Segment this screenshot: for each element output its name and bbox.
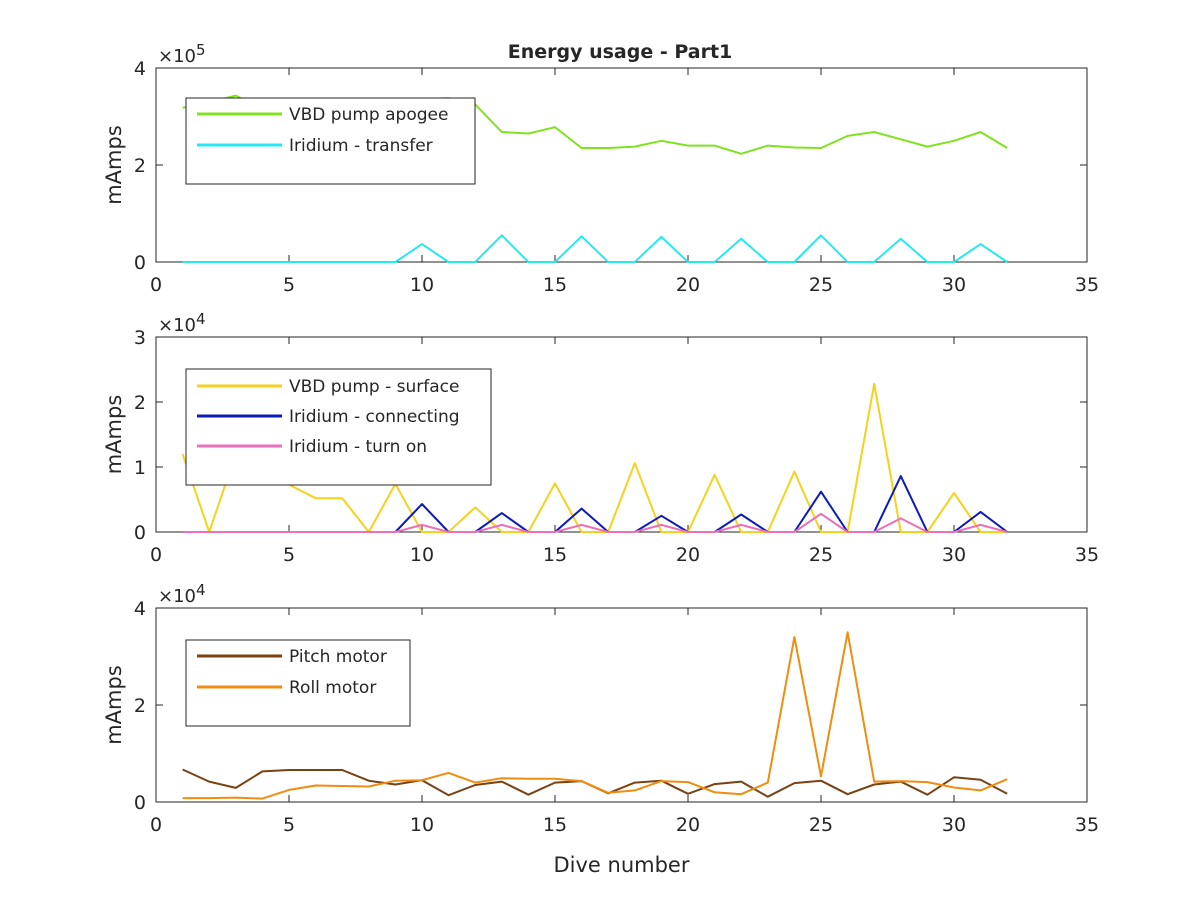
legend-entry: Iridium - transfer [289, 136, 433, 156]
x-tick-label: 35 [1075, 814, 1099, 836]
y-tick-label: 0 [134, 252, 146, 274]
series-line-2 [182, 631, 1008, 800]
legend-entry: Roll motor [289, 678, 376, 698]
y-tick-label: 2 [134, 392, 146, 414]
legend-entry: VBD pump - surface [289, 377, 459, 397]
x-tick-label: 10 [410, 274, 434, 296]
legend-entry: Iridium - turn on [289, 437, 427, 457]
y-tick-label: 2 [134, 695, 146, 717]
y-axis-label: mAmps [102, 125, 126, 205]
y-tick-label: 3 [134, 327, 146, 349]
x-tick-label: 35 [1075, 544, 1099, 566]
y-exponent-power: 4 [196, 581, 206, 599]
x-tick-label: 20 [676, 814, 700, 836]
y-exponent-power: 5 [196, 41, 206, 59]
x-tick-label: 35 [1075, 274, 1099, 296]
x-tick-label: 10 [410, 814, 434, 836]
legend-entry: VBD pump apogee [289, 105, 448, 125]
x-tick-label: 15 [543, 544, 567, 566]
x-tick-label: 30 [942, 544, 966, 566]
x-tick-label: 5 [283, 544, 295, 566]
y-tick-label: 4 [134, 58, 146, 80]
y-axis-label: mAmps [102, 665, 126, 745]
x-tick-label: 5 [283, 814, 295, 836]
x-tick-label: 20 [676, 274, 700, 296]
x-tick-label: 10 [410, 544, 434, 566]
x-tick-label: 0 [150, 814, 162, 836]
y-tick-label: 4 [134, 598, 146, 620]
x-tick-label: 30 [942, 274, 966, 296]
x-tick-label: 15 [543, 274, 567, 296]
y-tick-label: 1 [134, 457, 146, 479]
x-tick-label: 15 [543, 814, 567, 836]
y-tick-label: 2 [134, 155, 146, 177]
legend: VBD pump apogee Iridium - transfer [185, 97, 476, 185]
x-tick-label: 0 [150, 544, 162, 566]
x-axis-label: Dive number [554, 853, 690, 877]
x-tick-label: 30 [942, 814, 966, 836]
x-tick-label: 25 [809, 544, 833, 566]
x-tick-label: 25 [809, 274, 833, 296]
legend: VBD pump - surface Iridium - connecting Ir… [185, 368, 492, 486]
legend: Pitch motor Roll motor [185, 639, 411, 727]
series-line-1 [181, 382, 1008, 533]
x-tick-label: 20 [676, 544, 700, 566]
legend-box [185, 368, 492, 486]
legend-box [185, 639, 411, 727]
x-tick-label: 5 [283, 274, 295, 296]
legend-box [185, 97, 476, 185]
x-tick-label: 25 [809, 814, 833, 836]
series-line-2 [182, 234, 1008, 263]
figure-title: Energy usage - Part1 [508, 41, 733, 63]
legend-entry: Pitch motor [289, 647, 387, 667]
y-axis-label: mAmps [102, 395, 126, 475]
series-line-3 [182, 512, 1008, 533]
legend-entry: Iridium - connecting [289, 407, 460, 427]
y-exponent-power: 4 [196, 310, 206, 328]
x-tick-label: 0 [150, 274, 162, 296]
y-tick-label: 0 [134, 522, 146, 544]
y-tick-label: 0 [134, 792, 146, 814]
